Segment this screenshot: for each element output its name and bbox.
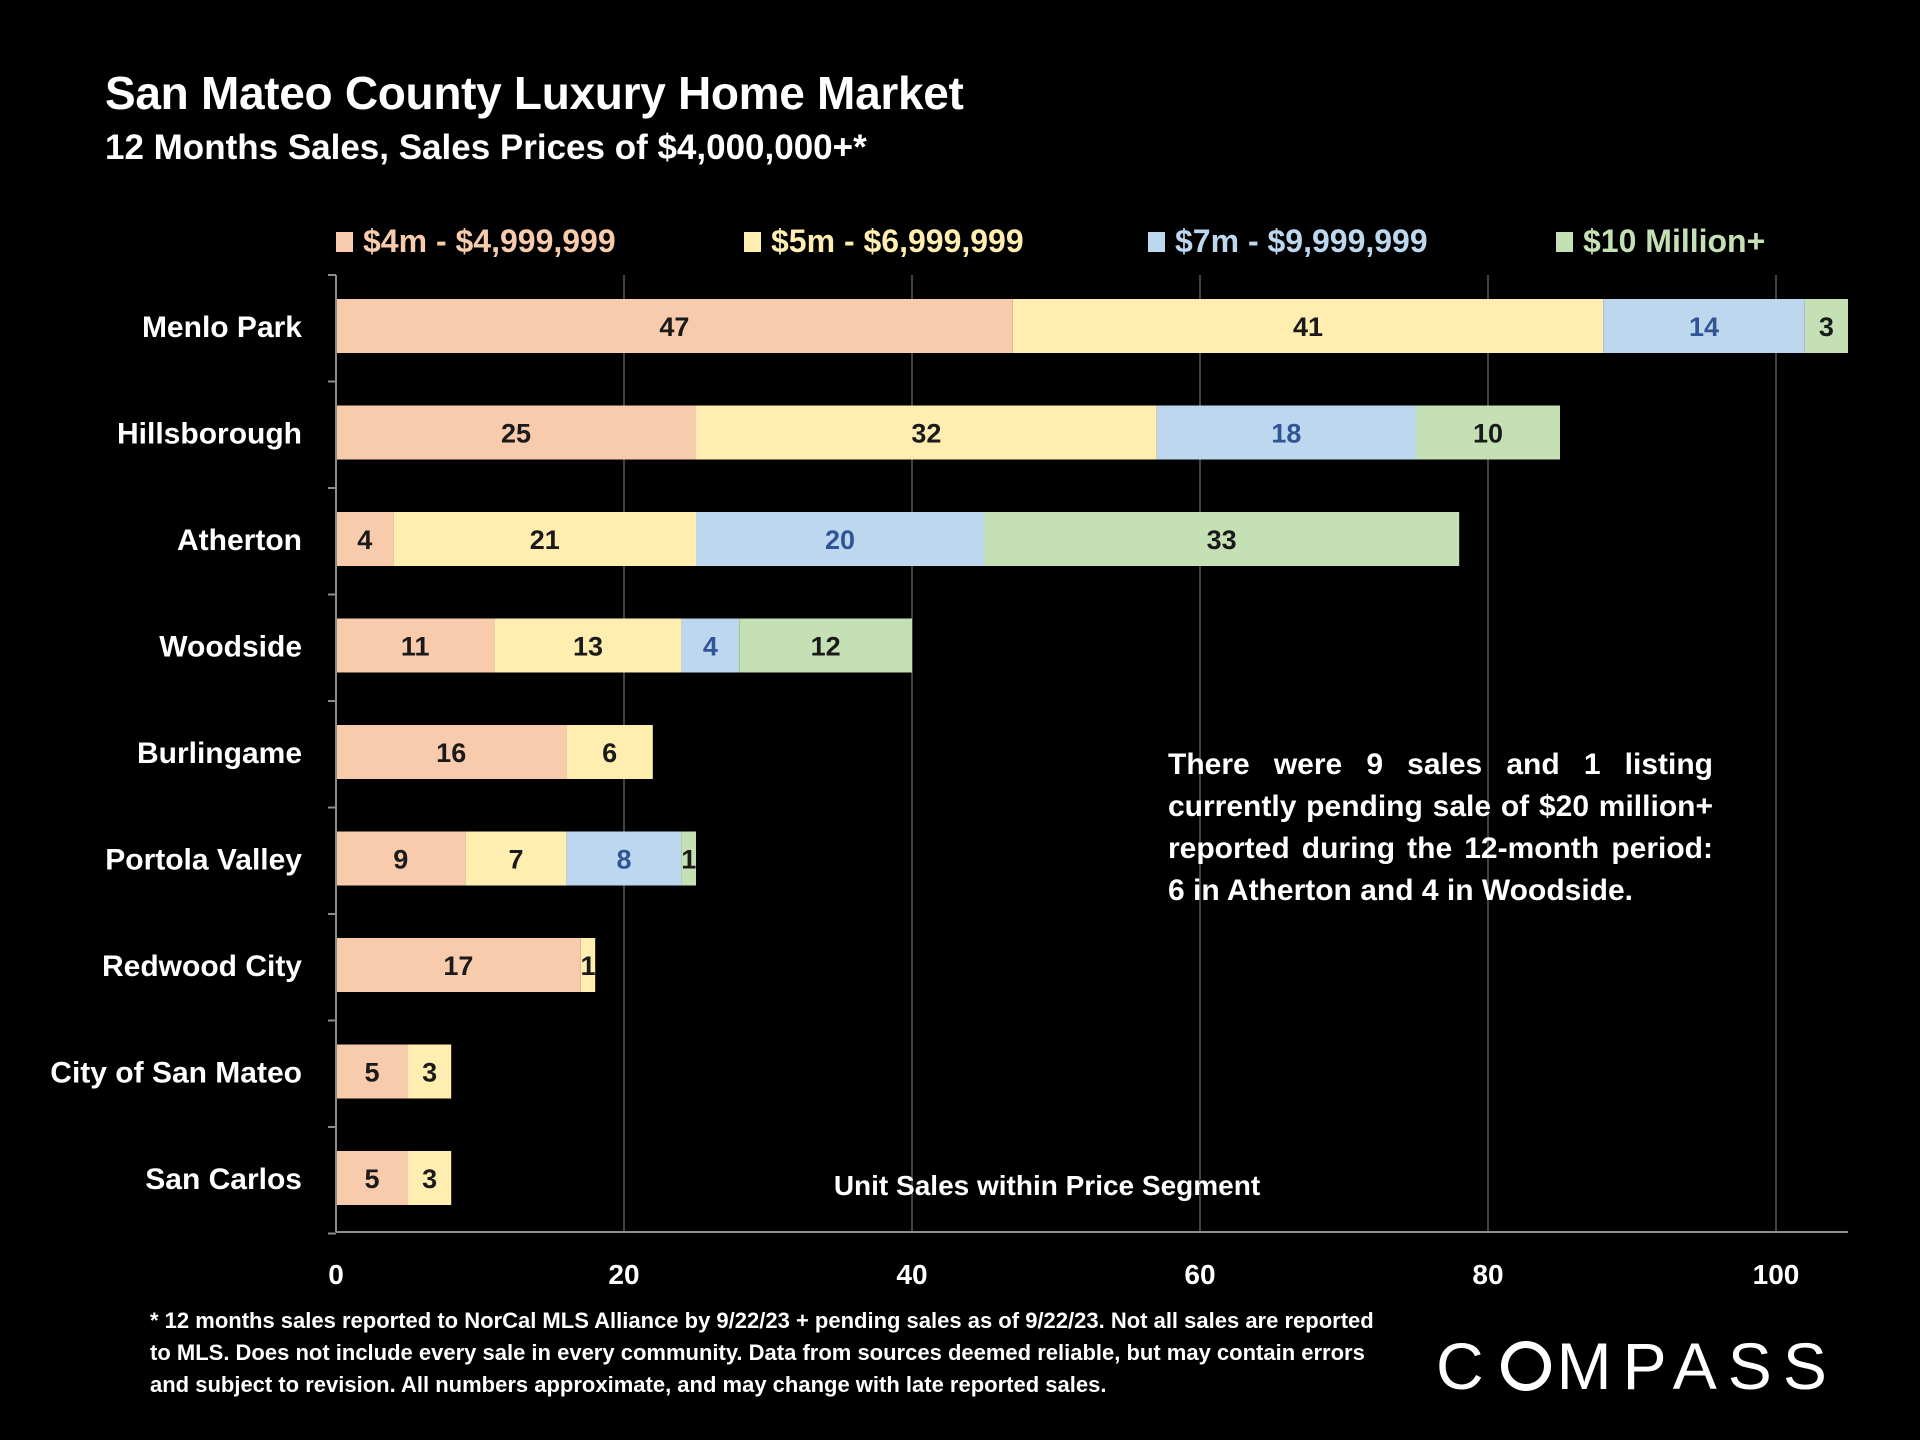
bar-segment (1416, 405, 1560, 460)
data-label: 47 (659, 312, 689, 342)
category-label: Menlo Park (142, 311, 302, 344)
bar-segment (494, 618, 682, 673)
chart-subtitle: 12 Months Sales, Sales Prices of $4,000,… (105, 128, 867, 167)
bar-segment (1603, 299, 1805, 353)
legend-swatch (744, 232, 761, 252)
bar-segment (465, 831, 567, 886)
category-label: Portola Valley (105, 844, 302, 877)
footnote: * 12 months sales reported to NorCal MLS… (150, 1308, 1374, 1397)
axes: 0 20 40 60 80 100 Menlo Park Hillsborough Athert… (50, 274, 1848, 1290)
data-label: 21 (530, 525, 560, 555)
x-tick-label: 100 (1753, 1259, 1800, 1290)
category-label: Woodside (159, 631, 302, 664)
data-label: 11 (401, 632, 430, 662)
legend: $4m - $4,999,999 $5m - $6,999,999 $7m - $9… (336, 223, 1765, 259)
data-label: 17 (443, 951, 473, 981)
data-label: 16 (436, 738, 466, 768)
logo-text-mpass: MPASS (1556, 1329, 1838, 1403)
data-label: 9 (393, 845, 408, 875)
x-tick-label: 40 (896, 1259, 927, 1290)
logo-ring-icon (1500, 1341, 1551, 1391)
data-label: 3 (422, 1058, 437, 1088)
legend-swatch (1148, 232, 1165, 252)
x-axis-label: Unit Sales within Price Segment (834, 1170, 1260, 1201)
data-label: 4 (703, 632, 718, 662)
data-label: 33 (1207, 525, 1237, 555)
x-tick-label: 0 (328, 1259, 344, 1290)
legend-label: $7m - $9,999,999 (1175, 223, 1428, 259)
bar-segment (408, 1151, 452, 1205)
category-label: Burlingame (137, 737, 302, 770)
chart-title: San Mateo County Luxury Home Market (105, 67, 964, 119)
category-label: City of San Mateo (50, 1057, 302, 1090)
data-label: 10 (1473, 419, 1503, 449)
bar-segment (408, 1044, 452, 1099)
bar-segment (393, 512, 696, 566)
bar-segment (696, 512, 984, 566)
data-label: 12 (811, 632, 841, 662)
legend-label: $5m - $6,999,999 (771, 223, 1024, 259)
legend-swatch (336, 232, 353, 252)
bar-segment (1012, 299, 1604, 353)
x-tick-label: 60 (1184, 1259, 1215, 1290)
category-label: Redwood City (102, 950, 302, 983)
annotation-note: There were 9 sales and 1 listing current… (1168, 748, 1713, 907)
compass-logo: C MPASS (1436, 1328, 1838, 1404)
data-label: 3 (422, 1164, 437, 1194)
data-label: 6 (602, 738, 617, 768)
bar-segment (1804, 299, 1848, 353)
bar-segment (566, 725, 653, 779)
bar-segment (336, 618, 495, 673)
legend-swatch (1556, 232, 1573, 252)
legend-label: $4m - $4,999,999 (363, 223, 616, 259)
x-tick-label: 80 (1472, 1259, 1503, 1290)
bar-segment (681, 831, 696, 886)
category-label: San Carlos (145, 1163, 302, 1196)
data-label: 25 (501, 419, 531, 449)
data-label: 41 (1293, 312, 1323, 342)
bar-segment (336, 725, 567, 779)
category-label: Hillsborough (117, 418, 302, 451)
bar-segment (336, 831, 466, 886)
bar-segment (696, 405, 1157, 460)
bar-segment (580, 938, 596, 992)
bar-segment (336, 299, 1013, 353)
bar-segment (984, 512, 1460, 566)
data-label: 7 (508, 845, 523, 875)
bar-segment (336, 1151, 408, 1205)
data-label: 32 (911, 419, 941, 449)
legend-label: $10 Million+ (1583, 223, 1765, 259)
x-tick-label: 20 (608, 1259, 639, 1290)
data-label: 8 (616, 845, 631, 875)
category-label: Atherton (177, 524, 302, 557)
data-label: 5 (364, 1058, 379, 1088)
data-label: 14 (1689, 312, 1719, 342)
bar-segment (1156, 405, 1416, 460)
data-label: 1 (580, 951, 595, 981)
data-label: 20 (825, 525, 855, 555)
data-label: 1 (681, 845, 696, 875)
bar-segment (336, 938, 581, 992)
bar-segment (336, 1044, 408, 1099)
bar-segment (336, 405, 696, 460)
data-label: 5 (364, 1164, 379, 1194)
bar-segment (566, 831, 682, 886)
data-label: 13 (573, 632, 603, 662)
data-label: 18 (1271, 419, 1301, 449)
bar-segment (739, 618, 912, 673)
logo-text-c: C (1436, 1329, 1495, 1403)
bar-segment (681, 618, 740, 673)
data-label: 3 (1819, 312, 1834, 342)
bar-segment (336, 512, 394, 566)
data-label: 4 (357, 525, 372, 555)
